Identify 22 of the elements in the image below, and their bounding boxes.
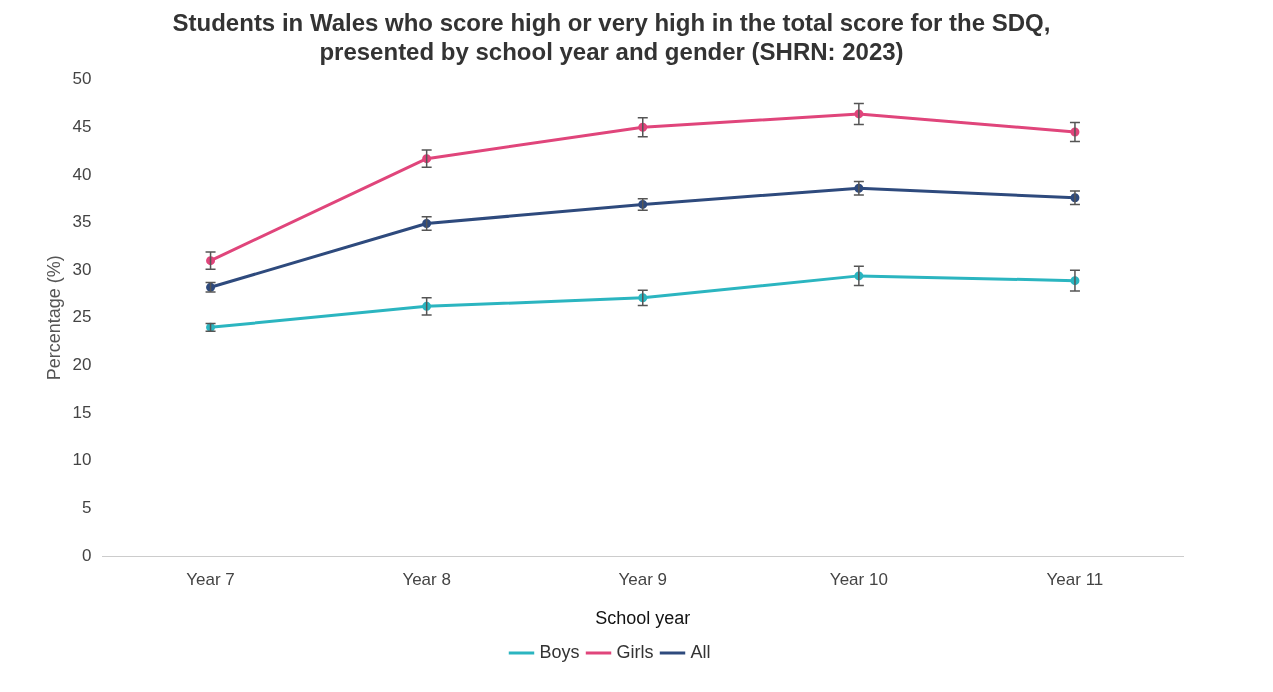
chart-title: Students in Wales who score high or very high in the total score for the SDQ, presented by school year and gender (SHRN: 2023): [172, 9, 1051, 65]
y-tick-label: 15: [72, 402, 92, 422]
x-tick-label: Year 11: [1046, 569, 1104, 589]
legend-label: Boys: [539, 641, 580, 662]
y-tick-label: 20: [72, 355, 92, 375]
y-tick-label: 30: [72, 259, 92, 279]
y-tick-label: 35: [72, 212, 92, 232]
x-tick-label: Year 8: [402, 569, 451, 589]
legend-label: All: [690, 641, 711, 662]
y-tick-label: 5: [82, 498, 92, 518]
x-tick-label: Year 7: [186, 569, 235, 589]
y-tick-label: 0: [82, 545, 92, 565]
x-tick-label: Year 10: [829, 569, 888, 589]
x-tick-label: Year 9: [618, 569, 668, 589]
y-tick-label: 45: [72, 116, 92, 136]
y-tick-label: 10: [72, 450, 92, 470]
y-tick-label: 50: [72, 69, 92, 89]
y-tick-label: 40: [72, 164, 92, 184]
y-tick-label: 25: [72, 307, 92, 327]
legend-label: Girls: [616, 641, 654, 662]
x-axis-title: School year: [595, 608, 691, 629]
y-axis-title: Percentage (%): [43, 255, 64, 381]
